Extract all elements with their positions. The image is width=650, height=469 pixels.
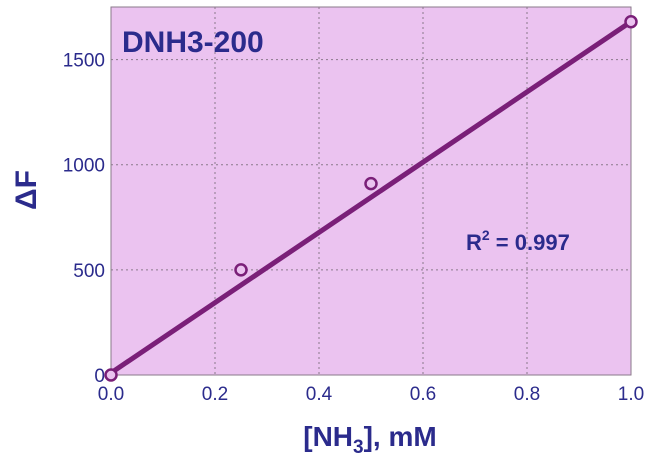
x-axis-title-prefix: [NH — [303, 421, 353, 452]
fit-line — [108, 19, 634, 376]
series-marks — [104, 14, 638, 382]
x-tick-label: 0.2 — [202, 384, 228, 405]
y-tick-label: 500 — [73, 261, 105, 282]
x-axis-title: [NH3], mM — [303, 421, 436, 458]
data-point — [234, 263, 248, 277]
r-squared-superscript: 2 — [482, 227, 490, 243]
y-tick-label: 1500 — [63, 51, 105, 72]
x-tick-label: 0.0 — [98, 384, 124, 405]
x-axis-title-suffix: ], mM — [364, 421, 437, 452]
chart-title: DNH3-200 — [122, 26, 264, 59]
x-axis-title-subscript: 3 — [353, 437, 364, 458]
data-point — [624, 14, 638, 29]
x-tick-label: 0.6 — [410, 384, 436, 405]
data-point — [104, 368, 118, 382]
x-tick-label: 0.8 — [514, 384, 540, 405]
grid — [111, 7, 631, 375]
r-squared-annotation: R2 = 0.997 — [466, 227, 570, 255]
y-tick-label: 0 — [94, 366, 105, 387]
tick-labels: 0.0 0.2 0.4 0.6 0.8 1.0 0 500 1000 1500 — [63, 51, 644, 405]
x-tick-label: 0.4 — [306, 384, 333, 405]
r-squared-symbol: R — [466, 230, 482, 255]
r-squared-value: = 0.997 — [490, 230, 570, 255]
x-tick-label: 1.0 — [618, 384, 644, 405]
y-tick-label: 1000 — [63, 156, 105, 177]
y-axis-title: ΔF — [10, 170, 43, 210]
data-point — [364, 176, 378, 191]
